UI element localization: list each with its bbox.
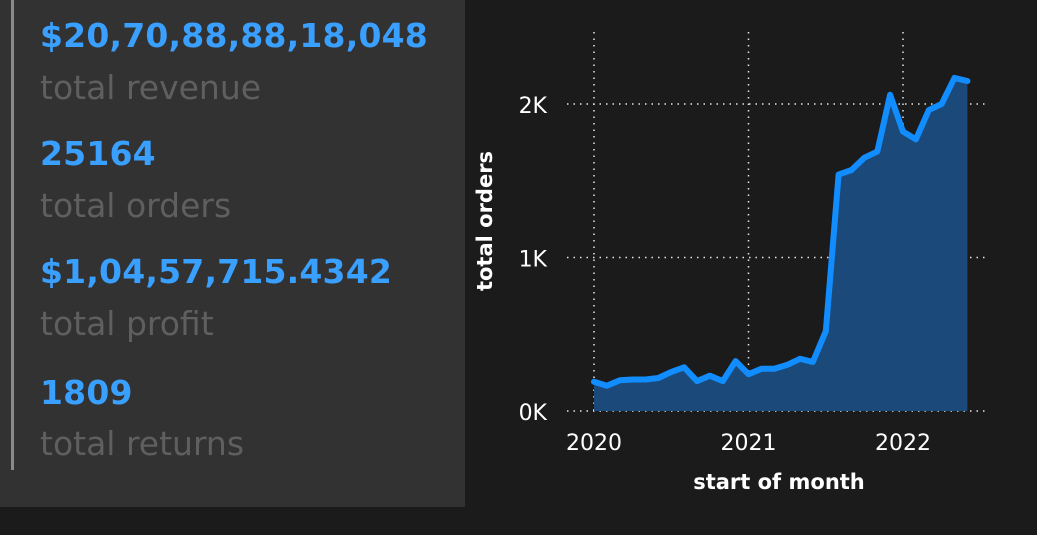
total-profit-label: total profit <box>40 304 214 343</box>
total-orders-value: 25164 <box>40 134 156 173</box>
series-area <box>594 77 968 412</box>
orders-area-chart: 0K 1K 2K 2020 2021 2022 start of month total or… <box>473 32 987 494</box>
x-tick-label: 2022 <box>875 431 931 456</box>
kpi-card: $20,70,88,88,18,048 total revenue 25164 … <box>0 0 465 507</box>
y-tick-label: 2K <box>519 94 548 119</box>
orders-chart-panel: 0K 1K 2K 2020 2021 2022 start of month total or… <box>465 0 1037 507</box>
total-orders-label: total orders <box>40 186 232 225</box>
series-line <box>591 74 971 389</box>
total-returns-value: 1809 <box>40 373 133 412</box>
total-profit-value: $1,04,57,715.4342 <box>40 252 393 291</box>
y-axis-title: total orders <box>473 151 497 291</box>
y-tick-label: 1K <box>519 248 548 273</box>
y-tick-label: 0K <box>519 401 548 426</box>
total-returns-label: total returns <box>40 424 245 463</box>
x-tick-label: 2020 <box>566 431 622 456</box>
x-axis-title: start of month <box>693 470 865 494</box>
total-revenue-label: total revenue <box>40 68 262 107</box>
card-divider <box>11 0 14 470</box>
x-tick-label: 2021 <box>721 431 777 456</box>
bottom-strip <box>0 507 1037 535</box>
total-revenue-value: $20,70,88,88,18,048 <box>40 16 428 55</box>
